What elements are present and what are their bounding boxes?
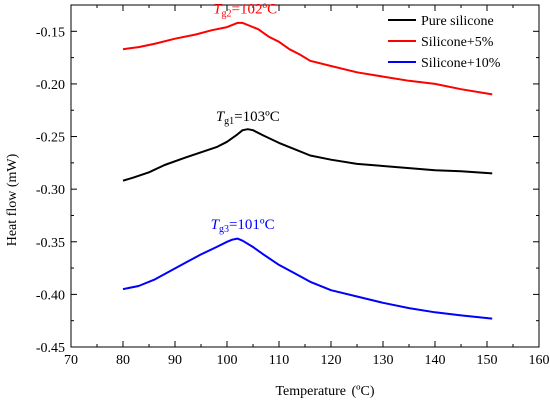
y-tick-label: -0.40	[36, 288, 65, 303]
x-axis-title-main: Temperature	[275, 384, 346, 399]
tg-annotation-2: Tg1=103ºC	[216, 109, 280, 127]
x-tick-label: 140	[425, 353, 446, 368]
legend-label: Pure silicone	[421, 14, 494, 29]
anno-value: =103ºC	[234, 109, 280, 125]
y-tick-label: -0.30	[36, 183, 65, 198]
tg-annotation-1: Tg2=102ºC	[213, 1, 277, 19]
series-line-3	[122, 237, 493, 320]
series-layer	[122, 21, 493, 320]
x-tick-label: 80	[116, 353, 130, 368]
x-tick-label: 70	[64, 353, 78, 368]
anno-value: =101ºC	[229, 217, 275, 233]
x-axis-title-unit: (ºC)	[352, 384, 375, 399]
anno-symbol: T	[213, 1, 223, 17]
y-axis-title: Heat flow (mW)	[5, 153, 20, 246]
y-tick-label: -0.25	[36, 131, 65, 146]
legend-label: Silicone+10%	[421, 56, 501, 71]
x-axis-title: Temperature (ºC)	[275, 384, 374, 399]
y-tick-label: -0.20	[36, 78, 65, 93]
legend: Pure silicone Silicone+5% Silicone+10%	[388, 14, 501, 71]
y-tick-label: -0.35	[36, 236, 65, 251]
tg-annotation-3: Tg3=101ºC	[211, 217, 275, 235]
anno-symbol: T	[211, 217, 221, 233]
series-line-2	[122, 21, 493, 96]
anno-symbol: T	[216, 109, 226, 125]
x-tick-label: 120	[321, 353, 342, 368]
x-tick-label: 160	[529, 353, 550, 368]
x-tick-label: 100	[217, 353, 238, 368]
y-tick-label: -0.45	[36, 341, 65, 356]
y-tick-label: -0.15	[36, 25, 65, 40]
legend-label: Silicone+5%	[421, 35, 494, 50]
tick-labels: 70 80 90 100 110 120 130 140 150 160 -0.15 -0.20 -0.…	[36, 25, 550, 368]
axes	[70, 4, 540, 348]
anno-subscript: g2	[222, 8, 232, 19]
x-tick-label: 90	[168, 353, 182, 368]
x-tick-label: 130	[373, 353, 394, 368]
anno-subscript: g3	[219, 224, 229, 235]
x-tick-label: 110	[269, 353, 289, 368]
x-tick-label: 150	[477, 353, 498, 368]
series-line-1	[122, 128, 493, 182]
anno-subscript: g1	[224, 116, 234, 127]
anno-value: =102ºC	[232, 1, 278, 17]
